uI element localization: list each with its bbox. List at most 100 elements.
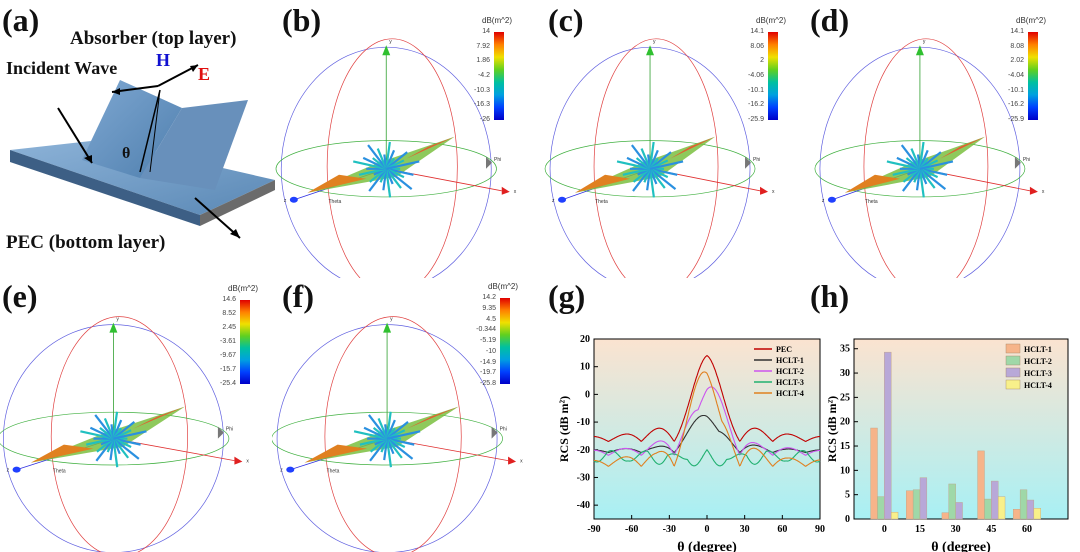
bar-hclt-3: [884, 351, 892, 520]
rcs-lobe-cluster: [307, 136, 455, 198]
y-tick-label: 5: [845, 490, 850, 501]
colorbar-tick: -16.2: [748, 101, 764, 109]
x-tick-label: -60: [625, 524, 638, 535]
x-tick-label: 0: [705, 524, 710, 535]
axis-z-letter: z: [284, 198, 287, 204]
x-tick-label: 0: [882, 524, 887, 535]
series-line-hclt-3: [593, 448, 821, 467]
colorbar-tick: 4.5: [486, 315, 496, 323]
panel-label-h: (h): [810, 278, 850, 314]
bar-hclt-2: [984, 498, 992, 520]
panel-label-d: (d): [810, 2, 850, 38]
series-line-hclt-2: [593, 386, 821, 456]
bar-hclt-1: [941, 512, 949, 520]
absorber-plate-right: [140, 100, 248, 190]
legend-entry: HCLT-1: [1024, 345, 1052, 354]
rcs-3d-pattern-e: y x z Phi Theta: [0, 316, 249, 552]
colorbar-tick: -9.67: [220, 352, 236, 359]
colorbar-tick: 14.1: [1010, 28, 1024, 35]
colorbar-tick: -16.3: [474, 101, 490, 109]
colorbar-tick: -26: [479, 116, 490, 123]
colorbar-e: [240, 300, 250, 384]
rcs-bar-chart: 0 5 10 15 20 25 30 35 0 15 30 45 60 θ (degree) RCS (dB…: [828, 338, 1069, 552]
colorbar-tick: -4.2: [477, 72, 490, 79]
bar-hclt-3: [919, 477, 928, 520]
colorbar-tick: -15.7: [220, 366, 236, 373]
axis-x-letter: x: [1042, 189, 1045, 195]
theta-marker-label: Theta: [865, 199, 878, 205]
absorber-label: Absorber (top layer): [70, 28, 237, 49]
x-tick-label: 60: [1022, 524, 1032, 535]
colorbar-f: [500, 298, 510, 384]
panel-label-c: (c): [548, 2, 584, 38]
bar-hclt-2: [877, 496, 885, 520]
axis-x-letter: x: [514, 189, 517, 195]
theta-marker-label: Theta: [595, 199, 608, 205]
axis-z-letter: z: [7, 468, 10, 474]
y-tick-label: 0: [845, 514, 850, 525]
legend-entry: HCLT-2: [1024, 357, 1052, 366]
colorbar-tick: -25.4: [220, 380, 236, 387]
axis-y-letter: y: [923, 39, 926, 45]
colorbar-title-f: dB(m^2): [488, 282, 518, 291]
axis-x-letter: x: [772, 189, 775, 195]
y-tick-label: 10: [580, 362, 590, 373]
colorbar-c: [768, 32, 778, 120]
colorbar-tick: -10.1: [748, 86, 764, 94]
axis-x-letter: x: [246, 459, 249, 465]
colorbar-tick: -25.8: [480, 380, 496, 387]
rcs-3d-pattern-c: y x z Phi Theta: [544, 38, 775, 278]
colorbar-tick: 8.06: [750, 42, 764, 50]
y-tick-label: -20: [577, 445, 590, 456]
rcs-lobe-cluster: [304, 406, 459, 468]
y-tick-label: -40: [577, 500, 590, 511]
colorbar-tick: 7.92: [476, 42, 490, 50]
colorbar-title-e: dB(m^2): [228, 284, 258, 293]
colorbar-title-b: dB(m^2): [482, 16, 512, 25]
colorbar-tick: 2.45: [222, 324, 236, 331]
bar-hclt-4: [890, 511, 899, 520]
h-field-label: H: [156, 50, 171, 70]
series-line-hclt-4: [594, 371, 820, 467]
colorbar-tick: 14.2: [482, 294, 496, 301]
panel-label-a: (a): [2, 2, 40, 38]
bar-hclt-1: [1013, 509, 1021, 520]
legend-swatch: [1005, 379, 1021, 390]
bar-hclt-1: [870, 427, 878, 520]
x-tick-label: 30: [951, 524, 961, 535]
colorbar-tick: -25.9: [748, 116, 764, 123]
x-tick-label: 60: [777, 524, 787, 535]
colorbar-tick: 14.1: [750, 28, 764, 35]
y-tick-label: -30: [577, 472, 590, 483]
axis-y-letter: y: [390, 317, 393, 323]
y-tick-label: 10: [840, 465, 850, 476]
e-field-label: E: [198, 64, 211, 84]
y-tick-label: 35: [840, 344, 850, 355]
x-tick-label: 30: [740, 524, 750, 535]
theta-marker-label: Theta: [53, 469, 66, 475]
panel-label-g: (g): [548, 278, 586, 314]
bar-hclt-2: [912, 489, 921, 520]
bar-hclt-4: [1033, 508, 1041, 520]
bar-hclt-3: [955, 502, 963, 520]
phi-label: Phi: [753, 157, 760, 163]
colorbar-tick: 8.52: [222, 310, 236, 317]
rcs-lobe-cluster: [30, 406, 185, 468]
pec-slab-front: [200, 180, 275, 226]
y-tick-label: 0: [585, 389, 590, 400]
legend-entry: HCLT-4: [1024, 381, 1052, 390]
legend-entry: HCLT-2: [776, 367, 804, 376]
absorber-schematic: [10, 64, 275, 239]
colorbar-tick: -4.04: [1008, 72, 1024, 79]
colorbar-tick: -0.344: [476, 326, 496, 334]
bar-hclt-3: [1026, 499, 1035, 520]
x-tick-label: 45: [986, 524, 996, 535]
colorbar-tick: -10.3: [474, 86, 490, 94]
pec-label: PEC (bottom layer): [6, 232, 166, 253]
colorbar-b: [494, 32, 504, 120]
phi-label: Phi: [494, 157, 501, 163]
bar-hclt-2: [1019, 489, 1028, 520]
y-axis-title: RCS (dB m²): [557, 396, 571, 462]
colorbar-tick: -14.9: [480, 358, 496, 366]
series-line-pec: [593, 354, 821, 442]
